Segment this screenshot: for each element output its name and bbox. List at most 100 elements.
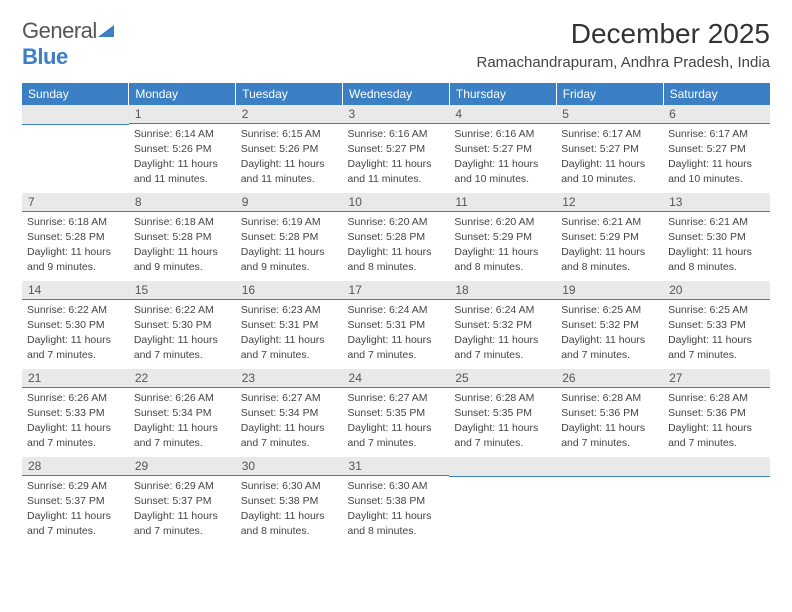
day-details: Sunrise: 6:21 AMSunset: 5:30 PMDaylight:… bbox=[663, 212, 770, 277]
logo-word-b: Blue bbox=[22, 44, 68, 69]
day-number bbox=[663, 457, 770, 477]
calendar-day-cell: 21Sunrise: 6:26 AMSunset: 5:33 PMDayligh… bbox=[22, 369, 129, 457]
day-number: 27 bbox=[663, 369, 770, 388]
sunrise-text: Sunrise: 6:29 AM bbox=[27, 479, 124, 493]
logo-word-a: General bbox=[22, 18, 97, 43]
sunrise-text: Sunrise: 6:24 AM bbox=[454, 303, 551, 317]
calendar-day-cell: 2Sunrise: 6:15 AMSunset: 5:26 PMDaylight… bbox=[236, 105, 343, 193]
sunrise-text: Sunrise: 6:28 AM bbox=[454, 391, 551, 405]
sunset-text: Sunset: 5:29 PM bbox=[454, 230, 551, 244]
daylight-text: Daylight: 11 hours and 7 minutes. bbox=[241, 421, 338, 449]
calendar-day-cell: 6Sunrise: 6:17 AMSunset: 5:27 PMDaylight… bbox=[663, 105, 770, 193]
day-details: Sunrise: 6:30 AMSunset: 5:38 PMDaylight:… bbox=[236, 476, 343, 541]
day-details bbox=[663, 477, 770, 482]
day-details: Sunrise: 6:29 AMSunset: 5:37 PMDaylight:… bbox=[22, 476, 129, 541]
sunset-text: Sunset: 5:30 PM bbox=[134, 318, 231, 332]
sunrise-text: Sunrise: 6:21 AM bbox=[561, 215, 658, 229]
day-number bbox=[556, 457, 663, 477]
day-details: Sunrise: 6:29 AMSunset: 5:37 PMDaylight:… bbox=[129, 476, 236, 541]
daylight-text: Daylight: 11 hours and 7 minutes. bbox=[27, 333, 124, 361]
calendar-day-cell: 11Sunrise: 6:20 AMSunset: 5:29 PMDayligh… bbox=[449, 193, 556, 281]
sunrise-text: Sunrise: 6:17 AM bbox=[561, 127, 658, 141]
daylight-text: Daylight: 11 hours and 8 minutes. bbox=[241, 509, 338, 537]
day-details: Sunrise: 6:19 AMSunset: 5:28 PMDaylight:… bbox=[236, 212, 343, 277]
day-details: Sunrise: 6:28 AMSunset: 5:35 PMDaylight:… bbox=[449, 388, 556, 453]
calendar-week-row: 28Sunrise: 6:29 AMSunset: 5:37 PMDayligh… bbox=[22, 457, 770, 545]
sunset-text: Sunset: 5:28 PM bbox=[241, 230, 338, 244]
sunrise-text: Sunrise: 6:28 AM bbox=[668, 391, 765, 405]
day-number: 25 bbox=[449, 369, 556, 388]
day-number: 23 bbox=[236, 369, 343, 388]
daylight-text: Daylight: 11 hours and 7 minutes. bbox=[348, 421, 445, 449]
day-details: Sunrise: 6:28 AMSunset: 5:36 PMDaylight:… bbox=[663, 388, 770, 453]
day-number bbox=[22, 105, 129, 125]
daylight-text: Daylight: 11 hours and 7 minutes. bbox=[668, 333, 765, 361]
calendar-day-cell bbox=[22, 105, 129, 193]
sunrise-text: Sunrise: 6:16 AM bbox=[454, 127, 551, 141]
daylight-text: Daylight: 11 hours and 10 minutes. bbox=[454, 157, 551, 185]
daylight-text: Daylight: 11 hours and 7 minutes. bbox=[241, 333, 338, 361]
sunset-text: Sunset: 5:28 PM bbox=[348, 230, 445, 244]
daylight-text: Daylight: 11 hours and 11 minutes. bbox=[348, 157, 445, 185]
sunrise-text: Sunrise: 6:24 AM bbox=[348, 303, 445, 317]
header: General Blue December 2025 Ramachandrapu… bbox=[22, 18, 770, 71]
sunrise-text: Sunrise: 6:27 AM bbox=[241, 391, 338, 405]
daylight-text: Daylight: 11 hours and 7 minutes. bbox=[454, 333, 551, 361]
day-number: 12 bbox=[556, 193, 663, 212]
weekday-header: Saturday bbox=[663, 83, 770, 105]
day-details bbox=[22, 125, 129, 130]
calendar-day-cell: 19Sunrise: 6:25 AMSunset: 5:32 PMDayligh… bbox=[556, 281, 663, 369]
calendar-day-cell: 17Sunrise: 6:24 AMSunset: 5:31 PMDayligh… bbox=[343, 281, 450, 369]
day-details bbox=[556, 477, 663, 482]
daylight-text: Daylight: 11 hours and 9 minutes. bbox=[241, 245, 338, 273]
day-number: 29 bbox=[129, 457, 236, 476]
day-details: Sunrise: 6:27 AMSunset: 5:34 PMDaylight:… bbox=[236, 388, 343, 453]
calendar-day-cell: 7Sunrise: 6:18 AMSunset: 5:28 PMDaylight… bbox=[22, 193, 129, 281]
sunset-text: Sunset: 5:37 PM bbox=[134, 494, 231, 508]
sunset-text: Sunset: 5:34 PM bbox=[241, 406, 338, 420]
sunset-text: Sunset: 5:27 PM bbox=[348, 142, 445, 156]
day-details bbox=[449, 477, 556, 482]
calendar-day-cell: 25Sunrise: 6:28 AMSunset: 5:35 PMDayligh… bbox=[449, 369, 556, 457]
daylight-text: Daylight: 11 hours and 8 minutes. bbox=[668, 245, 765, 273]
calendar-day-cell: 8Sunrise: 6:18 AMSunset: 5:28 PMDaylight… bbox=[129, 193, 236, 281]
day-details: Sunrise: 6:24 AMSunset: 5:31 PMDaylight:… bbox=[343, 300, 450, 365]
day-details: Sunrise: 6:20 AMSunset: 5:29 PMDaylight:… bbox=[449, 212, 556, 277]
sunrise-text: Sunrise: 6:20 AM bbox=[348, 215, 445, 229]
sunset-text: Sunset: 5:35 PM bbox=[348, 406, 445, 420]
calendar-day-cell: 4Sunrise: 6:16 AMSunset: 5:27 PMDaylight… bbox=[449, 105, 556, 193]
sunset-text: Sunset: 5:28 PM bbox=[134, 230, 231, 244]
calendar-day-cell bbox=[449, 457, 556, 545]
day-details: Sunrise: 6:26 AMSunset: 5:33 PMDaylight:… bbox=[22, 388, 129, 453]
day-number: 6 bbox=[663, 105, 770, 124]
weekday-header: Wednesday bbox=[343, 83, 450, 105]
day-details: Sunrise: 6:23 AMSunset: 5:31 PMDaylight:… bbox=[236, 300, 343, 365]
sunrise-text: Sunrise: 6:25 AM bbox=[561, 303, 658, 317]
calendar-day-cell: 13Sunrise: 6:21 AMSunset: 5:30 PMDayligh… bbox=[663, 193, 770, 281]
calendar-header-row: SundayMondayTuesdayWednesdayThursdayFrid… bbox=[22, 83, 770, 105]
day-number: 20 bbox=[663, 281, 770, 300]
day-number: 2 bbox=[236, 105, 343, 124]
weekday-header: Tuesday bbox=[236, 83, 343, 105]
calendar-day-cell: 9Sunrise: 6:19 AMSunset: 5:28 PMDaylight… bbox=[236, 193, 343, 281]
day-number: 5 bbox=[556, 105, 663, 124]
sunset-text: Sunset: 5:26 PM bbox=[134, 142, 231, 156]
sunset-text: Sunset: 5:31 PM bbox=[348, 318, 445, 332]
logo: General Blue bbox=[22, 18, 115, 70]
day-details: Sunrise: 6:22 AMSunset: 5:30 PMDaylight:… bbox=[22, 300, 129, 365]
calendar-week-row: 21Sunrise: 6:26 AMSunset: 5:33 PMDayligh… bbox=[22, 369, 770, 457]
daylight-text: Daylight: 11 hours and 8 minutes. bbox=[561, 245, 658, 273]
calendar-day-cell: 1Sunrise: 6:14 AMSunset: 5:26 PMDaylight… bbox=[129, 105, 236, 193]
day-details: Sunrise: 6:17 AMSunset: 5:27 PMDaylight:… bbox=[556, 124, 663, 189]
day-number: 14 bbox=[22, 281, 129, 300]
calendar-day-cell: 31Sunrise: 6:30 AMSunset: 5:38 PMDayligh… bbox=[343, 457, 450, 545]
sunrise-text: Sunrise: 6:23 AM bbox=[241, 303, 338, 317]
location-text: Ramachandrapuram, Andhra Pradesh, India bbox=[476, 54, 770, 71]
daylight-text: Daylight: 11 hours and 10 minutes. bbox=[561, 157, 658, 185]
calendar-day-cell: 22Sunrise: 6:26 AMSunset: 5:34 PMDayligh… bbox=[129, 369, 236, 457]
day-number: 8 bbox=[129, 193, 236, 212]
sunrise-text: Sunrise: 6:18 AM bbox=[134, 215, 231, 229]
day-number: 17 bbox=[343, 281, 450, 300]
sunset-text: Sunset: 5:36 PM bbox=[561, 406, 658, 420]
day-number: 28 bbox=[22, 457, 129, 476]
